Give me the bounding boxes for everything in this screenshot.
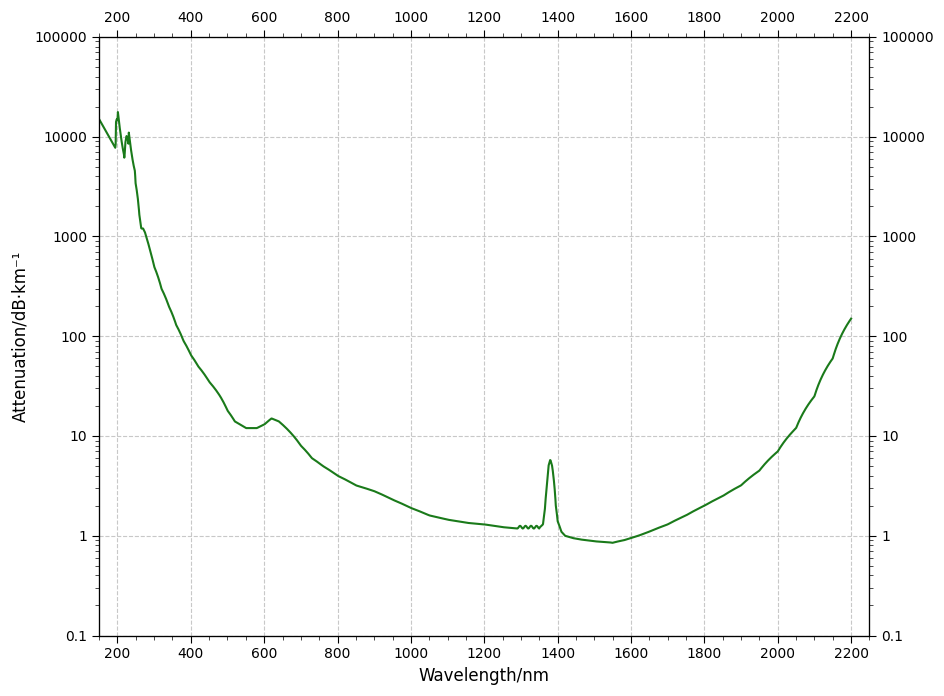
Y-axis label: Attenuation/dB·km⁻¹: Attenuation/dB·km⁻¹ <box>11 251 29 422</box>
X-axis label: Wavelength/nm: Wavelength/nm <box>418 667 549 685</box>
